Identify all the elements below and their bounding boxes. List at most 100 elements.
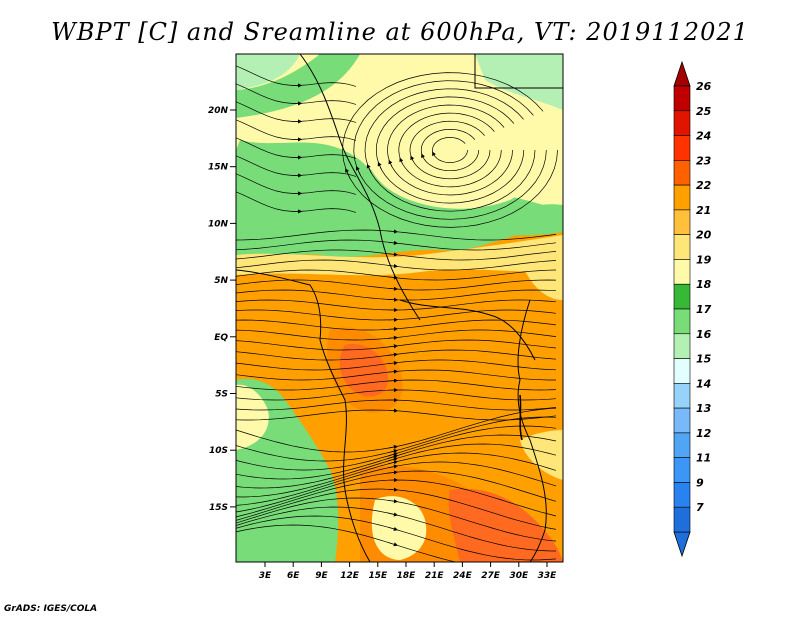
lon-label: 15E — [368, 571, 388, 581]
colorbar-label: 26 — [696, 80, 712, 93]
lon-label: 33E — [538, 571, 558, 581]
colorbar-label: 15 — [696, 353, 712, 366]
colorbar-label: 20 — [696, 229, 712, 242]
colorbar-label: 23 — [696, 154, 712, 167]
colorbar-segment — [673, 383, 691, 409]
streamline-arrow — [387, 369, 399, 374]
lon-label: 21E — [425, 571, 445, 581]
streamline-arrow — [387, 449, 399, 454]
lon-label: 24E — [453, 571, 473, 581]
colorbar-label: 13 — [696, 402, 712, 415]
colorbar: 26 25 24 23 22 21 20 19 18 17 16 15 14 13 12 11 9 7 — [673, 60, 712, 558]
lat-label: 20N — [208, 106, 229, 116]
colorbar-segment — [673, 407, 691, 434]
streamline-arrow — [399, 157, 404, 164]
streamline-arrow — [377, 161, 382, 170]
streamline-arrow — [387, 499, 399, 504]
lon-label: 27E — [481, 571, 501, 581]
lon-label: 30E — [509, 571, 529, 581]
lon-axis: 3E 6E 9E 12E 15E 18E 21E 24E 27E 30E 33E — [259, 562, 557, 581]
colorbar-label: 12 — [696, 427, 712, 440]
streamline-arrow — [387, 240, 399, 245]
colorbar-label: 17 — [696, 303, 712, 316]
colorbar-tip-high — [673, 60, 691, 87]
colorbar-segment — [673, 506, 691, 533]
colorbar-segment — [673, 457, 691, 483]
colorbar-segment — [673, 160, 691, 186]
footer-credit: GrADS: IGES/COLA — [4, 604, 98, 614]
colorbar-label: 22 — [696, 179, 712, 192]
field-19-west — [236, 384, 269, 450]
lat-label: 5S — [215, 390, 228, 400]
field-20-band — [236, 235, 563, 276]
lat-label: EQ — [214, 333, 228, 343]
field-16-northwest — [236, 54, 300, 90]
field-19-north-inner — [361, 70, 544, 209]
colorbar-label: 25 — [696, 105, 712, 118]
streamline-arrow — [387, 252, 399, 257]
colorbar-segment — [673, 85, 691, 112]
streamline-arrow — [387, 344, 399, 349]
colorbar-segment — [673, 184, 691, 211]
field-23-southeast — [448, 488, 563, 562]
streamline-arrow — [387, 460, 399, 465]
colorbar-label: 9 — [696, 476, 704, 489]
streamline-arrow — [387, 444, 399, 450]
colorbar-tip-low — [673, 531, 691, 558]
streamline-arrow — [387, 229, 399, 234]
chart-title: WBPT [C] and Sreamline at 600hPa, VT: 20… — [51, 18, 749, 46]
lon-label: 3E — [259, 571, 272, 581]
colorbar-label: 16 — [696, 328, 712, 341]
colorbar-label: 18 — [696, 278, 712, 291]
colorbar-segment — [673, 432, 691, 458]
colorbar-label: 14 — [696, 377, 711, 390]
colorbar-segment — [673, 110, 691, 136]
streamline-arrow — [387, 360, 399, 366]
lon-label: 12E — [340, 571, 360, 581]
lat-axis: 20N 15N 10N 5N EQ 5S 10S 15S — [208, 106, 236, 513]
streamline-arrow — [388, 159, 393, 167]
colorbar-label: 7 — [696, 501, 704, 514]
streamline-arrow — [366, 163, 372, 173]
colorbar-segment — [673, 234, 691, 260]
streamline-arrow — [387, 335, 399, 340]
field-16-northeast — [475, 54, 563, 110]
streamline-arrow — [387, 457, 399, 462]
colorbar-segment — [673, 333, 691, 359]
streamline-arrow — [387, 526, 399, 531]
streamline-arrow — [387, 454, 399, 459]
colorbar-label: 11 — [696, 452, 711, 465]
lon-label: 6E — [287, 571, 300, 581]
colorbar-segment — [673, 482, 691, 508]
streamline-arrow — [387, 452, 399, 457]
colorbar-label: 24 — [696, 130, 711, 143]
field-19-south — [371, 496, 427, 560]
streamline-arrow — [387, 470, 399, 475]
map-field — [236, 54, 563, 562]
colorbar-segment — [673, 135, 691, 161]
streamline-arrow — [410, 155, 415, 161]
lat-label: 5N — [214, 276, 228, 286]
streamline-arrow — [387, 487, 399, 492]
lon-label: 18E — [397, 571, 417, 581]
streamline-arrow — [355, 165, 362, 176]
streamline-arrow — [387, 326, 399, 332]
lon-label: 9E — [315, 571, 328, 581]
streamline-arrow — [387, 263, 399, 269]
colorbar-segment — [673, 358, 691, 384]
map-frame — [235, 53, 564, 563]
colorbar-segment — [673, 283, 691, 310]
colorbar-label: 21 — [696, 204, 711, 217]
colorbar-segment — [673, 209, 691, 235]
streamline-arrow — [387, 275, 399, 280]
streamline-arrow — [387, 286, 399, 291]
lat-label: 15S — [209, 503, 228, 513]
streamline-arrow — [432, 151, 436, 157]
colorbar-label: 19 — [696, 253, 712, 266]
streamline-arrow — [387, 352, 399, 357]
colorbar-segment — [673, 259, 691, 285]
streamline-arrow — [387, 464, 399, 469]
streamline-arrow — [387, 378, 399, 383]
lat-label: 10N — [208, 219, 229, 229]
